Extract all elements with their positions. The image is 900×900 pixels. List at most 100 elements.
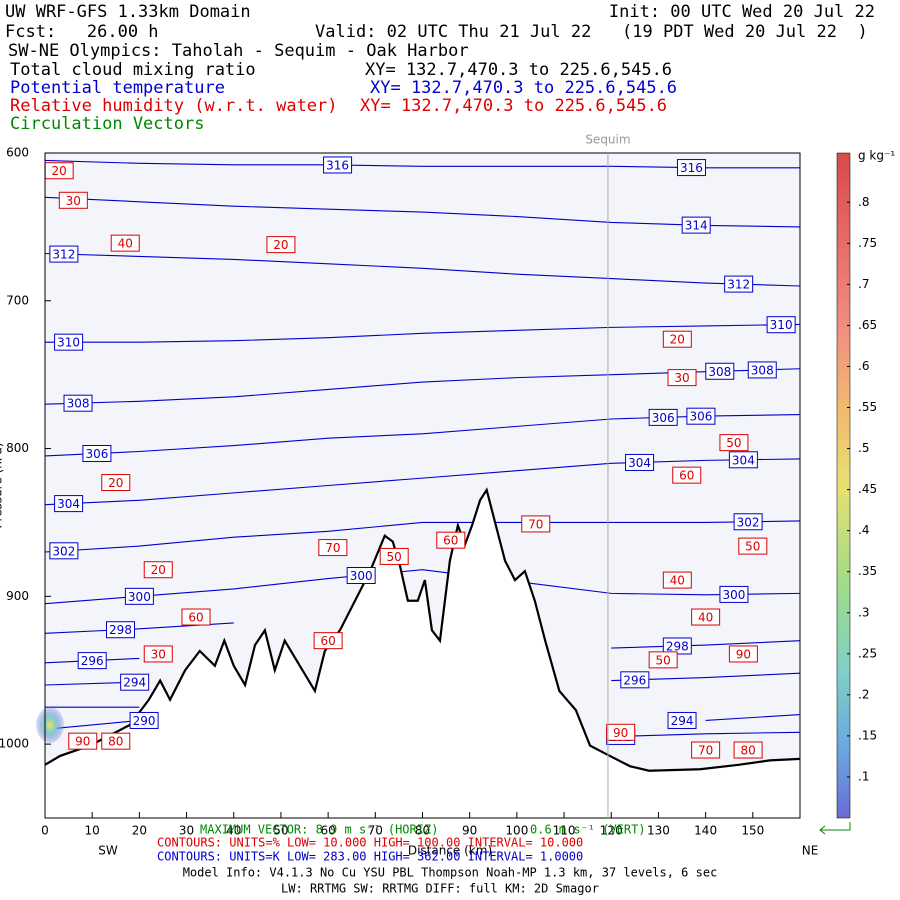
colorbar-tick-label: .3 xyxy=(858,605,869,619)
contour-label-box xyxy=(129,711,159,729)
contour-label-box xyxy=(648,408,678,426)
contour-label-box xyxy=(676,159,706,177)
contour-label: 80 xyxy=(740,744,755,758)
contour-label-box xyxy=(686,407,716,425)
y-tick-label: 900 xyxy=(6,589,29,603)
terrain-fill xyxy=(45,489,800,818)
contour-label: 20 xyxy=(52,164,67,178)
contour-label-box xyxy=(143,561,173,579)
contour-label: 294 xyxy=(671,714,694,728)
colorbar-tick-label: .35 xyxy=(858,564,877,578)
isentrope xyxy=(45,196,800,228)
contour-label-box xyxy=(733,513,763,531)
contour-label-box xyxy=(266,236,296,254)
field-extent: XY= 132.7,470.3 to 225.6,545.6 xyxy=(365,60,672,80)
contour-label-box xyxy=(346,566,376,584)
contour-label: 308 xyxy=(751,363,774,377)
y-tick-label: 1000 xyxy=(0,737,29,751)
subtitle: SW-NE Olympics: Taholah - Sequim - Oak H… xyxy=(8,41,469,61)
contour-label-box xyxy=(323,156,353,174)
contour-label: 20 xyxy=(273,238,288,252)
contour-label: 298 xyxy=(109,623,132,637)
isentrope xyxy=(45,252,800,287)
contour-label-box xyxy=(101,474,131,492)
x-tick-label: 20 xyxy=(132,824,147,838)
contour-label: 304 xyxy=(732,453,755,467)
contour-label-box xyxy=(101,732,131,750)
contour-label-box xyxy=(379,547,409,565)
contour-label: 312 xyxy=(52,248,75,262)
contour-label-box xyxy=(313,632,343,650)
model-info: Model Info: V4.1.3 No Cu YSU PBL Thompso… xyxy=(183,866,718,880)
contour-label-box xyxy=(662,571,692,589)
contour-label-box xyxy=(521,515,551,533)
contour-label: 40 xyxy=(118,237,133,251)
x-tick-label: 100 xyxy=(505,824,528,838)
contour-label: 90 xyxy=(613,726,628,740)
x-tick-label: 140 xyxy=(694,824,717,838)
contour-label-box xyxy=(667,711,697,729)
contour-label-box xyxy=(318,539,348,557)
max-vector-horiz: MAXIMUM VECTOR: 8.9 m s⁻¹ (HORIZ) xyxy=(200,823,438,837)
contour-label-box xyxy=(625,453,655,471)
x-tick-label: 50 xyxy=(273,824,288,838)
x-tick-label: 60 xyxy=(320,824,335,838)
contour-label: 50 xyxy=(745,540,760,554)
y-axis-label: Pressure (hPa) xyxy=(0,442,5,528)
contour-label-box xyxy=(691,608,721,626)
colorbar-tick-label: .6 xyxy=(858,359,869,373)
x-tick-label: 10 xyxy=(85,824,100,838)
init-time: Init: 00 UTC Wed 20 Jul 22 xyxy=(609,2,875,22)
isentrope xyxy=(45,323,800,343)
x-tick-label: 150 xyxy=(741,824,764,838)
colorbar-tick-label: .25 xyxy=(858,646,877,660)
contour-label: 306 xyxy=(85,447,108,461)
colorbar-tick-label: .4 xyxy=(858,523,869,537)
isentrope xyxy=(45,706,800,738)
contour-label: 304 xyxy=(628,456,651,470)
contour-label-box xyxy=(662,330,692,348)
colorbar-tick-label: .8 xyxy=(858,195,869,209)
contour-label-box xyxy=(724,275,754,293)
contour-label: 308 xyxy=(708,365,731,379)
x-tick-label: 90 xyxy=(462,824,477,838)
x-tick-label: 30 xyxy=(179,824,194,838)
contour-label-box xyxy=(143,645,173,663)
contour-label-box xyxy=(648,651,678,669)
contour-label-box xyxy=(681,216,711,234)
contour-label: 90 xyxy=(75,735,90,749)
contour-label-box xyxy=(733,741,763,759)
contour-label-box xyxy=(54,495,84,513)
isentrope xyxy=(45,569,800,605)
contour-label: 306 xyxy=(652,411,675,425)
contour-label: 50 xyxy=(726,436,741,450)
contour-label: 298 xyxy=(666,639,689,653)
colorbar-tick-label: .75 xyxy=(858,236,877,250)
colorbar-tick-label: .65 xyxy=(858,318,877,332)
contour-label: 50 xyxy=(387,550,402,564)
contour-label: 20 xyxy=(670,333,685,347)
colorbar-tick-label: .45 xyxy=(858,482,877,496)
colorbar-tick-label: .55 xyxy=(858,400,877,414)
contour-label-box xyxy=(705,362,735,380)
contour-label: 308 xyxy=(67,397,90,411)
contour-label: 50 xyxy=(656,653,671,667)
contour-label-box xyxy=(766,316,796,334)
contour-label-box xyxy=(606,723,636,741)
cloud-blob xyxy=(36,707,64,743)
contour-label-box xyxy=(120,673,150,691)
contour-label-box xyxy=(728,645,758,663)
colorbar-arrow xyxy=(819,822,851,835)
contour-label-box xyxy=(691,741,721,759)
contour-label: 300 xyxy=(128,590,151,604)
contour-label: 70 xyxy=(528,517,543,531)
contour-label: 60 xyxy=(320,634,335,648)
contour-label-box xyxy=(49,542,79,560)
contour-label-box xyxy=(124,587,154,605)
contour-label: 80 xyxy=(108,735,123,749)
contour-label: 60 xyxy=(679,469,694,483)
contour-label: 316 xyxy=(326,158,349,172)
contour-label: 294 xyxy=(123,676,146,690)
